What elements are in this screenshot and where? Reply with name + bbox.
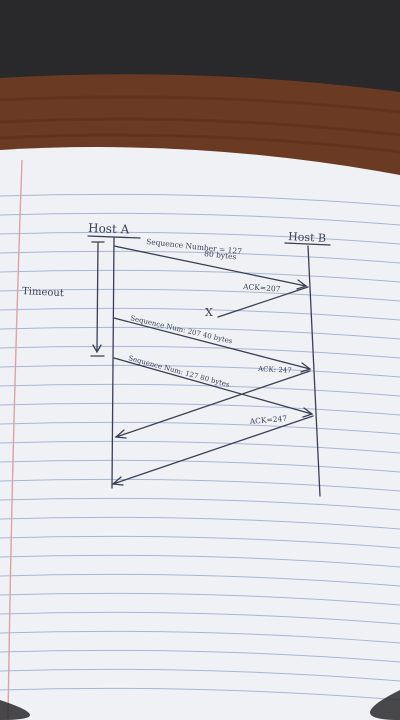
segment1-label-line2: 80 bytes xyxy=(204,249,237,261)
host-b-timeline xyxy=(307,245,321,497)
margin-line xyxy=(7,159,23,720)
segment2-arrow xyxy=(113,317,311,370)
host-a-label: Host A xyxy=(88,221,130,236)
ack2-arrow xyxy=(115,370,311,438)
host-b-underline xyxy=(284,242,331,246)
timeout-bracket xyxy=(96,242,99,351)
wood-table-edge xyxy=(0,74,400,175)
ack3-label: ACK=247 xyxy=(248,414,287,426)
timeout-arrowhead xyxy=(92,344,102,354)
segment3-arrow xyxy=(113,357,313,415)
ruled-lines xyxy=(0,193,400,701)
host-b-label: Host B xyxy=(288,230,327,245)
timing-diagram xyxy=(87,235,331,497)
ack1-arrow xyxy=(217,286,309,318)
timeout-label: Timeout xyxy=(22,286,64,299)
host-a-timeline xyxy=(111,237,115,489)
lost-marker: X xyxy=(205,306,213,319)
ack2-label: ACK: 247 xyxy=(257,365,292,375)
ack3-arrow xyxy=(112,415,314,485)
ack1-label: ACK=207 xyxy=(242,282,281,294)
segment1-arrow xyxy=(113,245,307,287)
wood-grain xyxy=(0,95,400,154)
host-a-underline xyxy=(87,235,141,239)
